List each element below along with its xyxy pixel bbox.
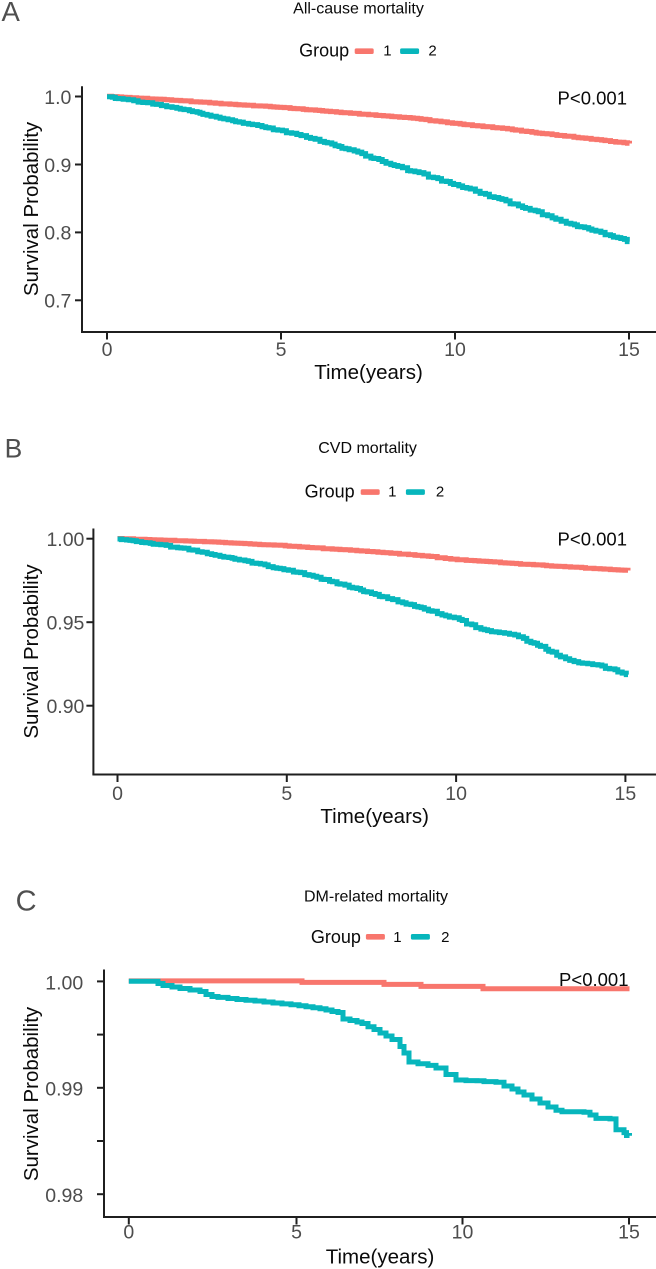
svg-text:1.00: 1.00	[46, 529, 84, 551]
svg-text:1: 1	[393, 929, 401, 946]
svg-text:5: 5	[291, 1222, 302, 1244]
svg-text:Survival Probability: Survival Probability	[20, 1006, 43, 1181]
svg-text:P<0.001: P<0.001	[558, 87, 627, 108]
svg-text:10: 10	[452, 1222, 474, 1244]
svg-text:P<0.001: P<0.001	[559, 969, 628, 990]
svg-text:2: 2	[428, 43, 436, 60]
svg-text:0.90: 0.90	[46, 696, 84, 718]
svg-text:Time(years): Time(years)	[314, 361, 423, 384]
svg-text:0: 0	[102, 339, 113, 361]
svg-text:0.9: 0.9	[44, 155, 71, 177]
svg-text:5: 5	[281, 783, 292, 805]
svg-text:1.00: 1.00	[45, 972, 83, 994]
svg-text:2: 2	[436, 483, 444, 500]
svg-text:5: 5	[276, 339, 287, 361]
svg-text:0.99: 0.99	[45, 1079, 83, 1101]
svg-text:Survival Probability: Survival Probability	[20, 564, 43, 739]
svg-text:P<0.001: P<0.001	[558, 529, 627, 550]
svg-text:0: 0	[123, 1222, 134, 1244]
svg-text:10: 10	[444, 339, 466, 361]
svg-text:15: 15	[618, 339, 640, 361]
svg-text:CVD mortality: CVD mortality	[318, 440, 417, 457]
svg-text:15: 15	[618, 1222, 640, 1244]
svg-text:1.0: 1.0	[44, 87, 71, 109]
svg-text:C: C	[16, 885, 37, 917]
svg-text:Group: Group	[311, 927, 361, 947]
svg-text:0.98: 0.98	[45, 1185, 83, 1207]
svg-text:2: 2	[441, 929, 449, 946]
svg-text:10: 10	[445, 783, 467, 805]
svg-text:0: 0	[112, 783, 123, 805]
svg-text:Survival Probability: Survival Probability	[20, 121, 43, 296]
svg-text:Time(years): Time(years)	[320, 805, 429, 828]
svg-text:All-cause mortality: All-cause mortality	[293, 1, 424, 18]
svg-text:0.8: 0.8	[44, 223, 71, 245]
svg-text:0.7: 0.7	[44, 291, 71, 313]
svg-text:Group: Group	[299, 41, 349, 61]
svg-text:1: 1	[383, 43, 391, 60]
svg-text:B: B	[5, 434, 23, 464]
svg-text:0.95: 0.95	[46, 613, 84, 635]
svg-text:DM-related mortality: DM-related mortality	[304, 889, 448, 906]
svg-text:Group: Group	[305, 481, 355, 501]
svg-text:A: A	[2, 0, 21, 27]
svg-text:1: 1	[388, 483, 396, 500]
svg-text:15: 15	[615, 783, 637, 805]
svg-text:Time(years): Time(years)	[326, 1246, 435, 1269]
